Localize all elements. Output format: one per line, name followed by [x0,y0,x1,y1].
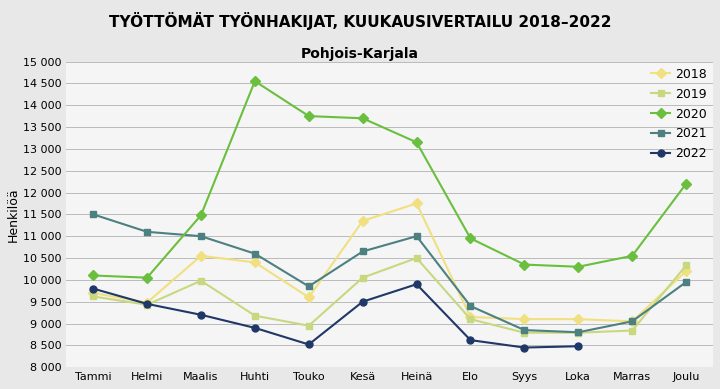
2021 [359,249,367,254]
2021 [520,328,528,333]
2021 [251,251,259,256]
2018 [305,295,313,300]
2019 [89,294,97,299]
2018 [466,315,474,319]
2019 [682,263,690,268]
2021 [89,212,97,217]
2021 [466,304,474,308]
2018 [197,254,205,258]
2019 [413,256,421,260]
Line: 2019: 2019 [90,254,690,336]
2022 [197,312,205,317]
2021 [574,330,582,335]
2021 [413,234,421,238]
2020 [143,275,151,280]
2021 [197,234,205,238]
2020 [305,114,313,118]
2019 [305,323,313,328]
2020 [628,254,636,258]
2021 [305,284,313,289]
2018 [89,291,97,295]
Y-axis label: Henkilöä: Henkilöä [7,187,20,242]
2018 [682,269,690,273]
2020 [359,116,367,121]
2022 [305,342,313,347]
Text: Pohjois-Karjala: Pohjois-Karjala [301,47,419,61]
Line: 2022: 2022 [90,281,582,351]
2020 [413,140,421,145]
2018 [251,260,259,265]
2022 [359,300,367,304]
2019 [520,330,528,335]
Line: 2020: 2020 [90,78,690,281]
Line: 2021: 2021 [90,211,690,336]
2020 [466,236,474,241]
2021 [143,230,151,234]
2019 [143,302,151,307]
2019 [359,275,367,280]
2019 [251,313,259,318]
2018 [628,319,636,324]
2022 [413,282,421,287]
Legend: 2018, 2019, 2020, 2021, 2022: 2018, 2019, 2020, 2021, 2022 [647,63,712,165]
2018 [413,201,421,206]
2022 [89,286,97,291]
2022 [143,301,151,306]
2020 [197,213,205,217]
2022 [466,338,474,342]
2019 [197,279,205,283]
2022 [574,344,582,349]
2020 [574,265,582,269]
2021 [682,280,690,284]
2020 [89,273,97,278]
2019 [628,328,636,333]
Text: TYÖTTÖMÄT TYÖNHAKIJAT, KUUKAUSIVERTAILU 2018–2022: TYÖTTÖMÄT TYÖNHAKIJAT, KUUKAUSIVERTAILU … [109,12,611,30]
2018 [520,317,528,321]
2022 [520,345,528,350]
Line: 2018: 2018 [90,200,690,325]
2018 [574,317,582,321]
2020 [520,262,528,267]
2021 [628,319,636,324]
2019 [574,330,582,335]
2020 [682,181,690,186]
2020 [251,79,259,84]
2022 [251,326,259,330]
2019 [466,317,474,321]
2018 [359,219,367,223]
2018 [143,300,151,305]
